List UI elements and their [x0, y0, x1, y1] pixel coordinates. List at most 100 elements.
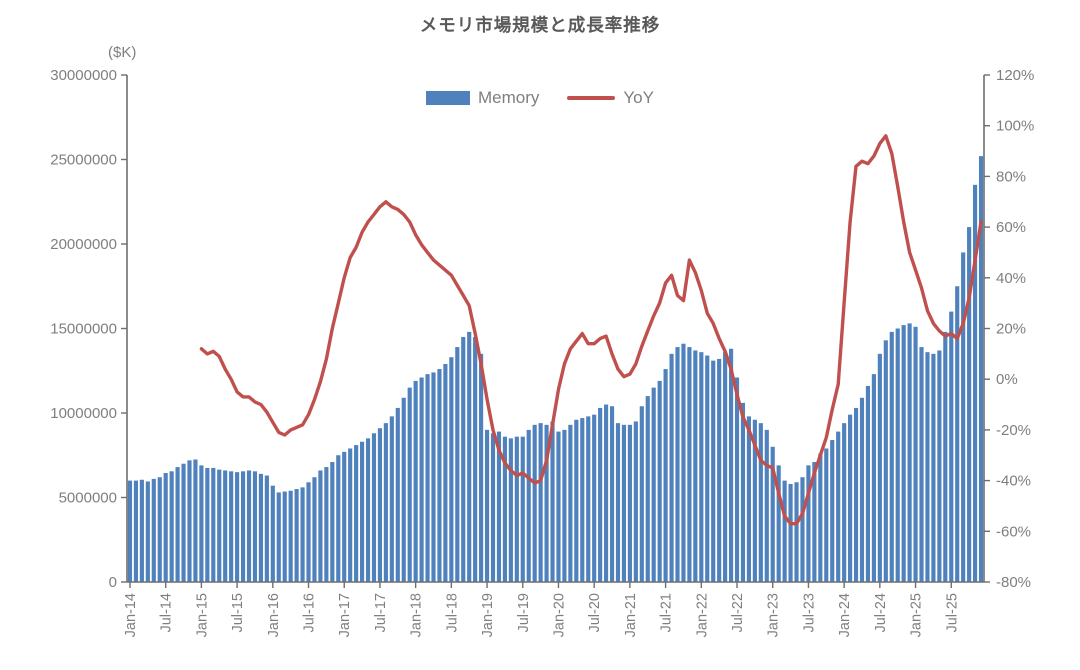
memory-bar	[383, 423, 388, 582]
yoy-legend-label: YoY	[623, 88, 654, 107]
x-axis-tick-label: Jul-19	[516, 593, 532, 633]
right-axis-tick-label: -40%	[996, 473, 1031, 490]
memory-bar	[449, 357, 454, 582]
x-axis-tick-label: Jan-22	[694, 593, 710, 637]
memory-bar	[407, 387, 412, 582]
memory-bar	[217, 469, 222, 582]
memory-bar	[865, 385, 871, 582]
memory-bar	[348, 448, 353, 582]
x-axis-tick-label: Jul-24	[873, 593, 889, 633]
memory-bar	[223, 470, 228, 582]
memory-bar	[723, 352, 728, 582]
memory-bars-series	[127, 156, 984, 582]
right-axis-tick-label: -80%	[996, 574, 1031, 591]
memory-bar	[139, 479, 144, 582]
memory-bar	[621, 424, 627, 582]
memory-bar	[937, 350, 942, 582]
yoy-series-swatch-icon	[567, 95, 616, 101]
memory-bar	[782, 480, 787, 582]
memory-bar	[770, 446, 775, 582]
memory-bar	[889, 331, 894, 582]
memory-bar	[824, 448, 829, 582]
x-axis-tick-label: Jul-22	[730, 593, 746, 633]
memory-bar	[544, 424, 549, 582]
memory-bar	[145, 481, 150, 582]
memory-bar	[693, 350, 698, 582]
memory-bar	[978, 156, 984, 582]
memory-bar	[556, 431, 561, 582]
memory-bar	[931, 353, 936, 582]
memory-bar	[853, 407, 859, 582]
memory-bar	[324, 467, 329, 582]
memory-bar	[568, 424, 573, 582]
memory-bar	[526, 429, 531, 582]
memory-bar	[318, 470, 323, 582]
memory-bar	[306, 482, 311, 582]
x-axis-tick-label: Jul-16	[302, 593, 318, 633]
yoy-line-series	[199, 134, 983, 526]
memory-bar	[467, 331, 472, 582]
memory-bar	[205, 467, 210, 582]
right-axis-tick-label: 120%	[996, 67, 1034, 84]
memory-bar	[592, 414, 597, 582]
memory-bar	[895, 328, 900, 582]
memory-bar	[961, 252, 966, 582]
memory-bar	[943, 331, 948, 582]
memory-bar	[443, 363, 448, 582]
memory-bar	[490, 433, 496, 582]
memory-bar	[342, 451, 347, 582]
memory-series-swatch-icon	[426, 91, 470, 105]
memory-bar	[425, 374, 430, 582]
memory-bar	[627, 424, 632, 582]
memory-bar	[127, 480, 133, 582]
x-axis-tick-label: Jan-25	[909, 593, 925, 637]
x-axis-tick-label: Jan-14	[123, 593, 139, 637]
right-axis-tick-label: -20%	[996, 422, 1031, 439]
memory-bar	[752, 419, 757, 582]
memory-bar	[246, 470, 252, 582]
left-axis-unit-label: ($K)	[108, 44, 137, 61]
memory-bar	[746, 416, 751, 582]
memory-bar	[681, 343, 686, 582]
memory-bar	[169, 471, 174, 582]
memory-bar	[598, 407, 603, 582]
memory-bar	[508, 438, 513, 582]
memory-bar	[925, 352, 930, 582]
left-axis-tick-label: 15000000	[50, 321, 117, 338]
x-axis-tick-label: Jul-25	[944, 593, 960, 633]
memory-bar	[830, 440, 835, 582]
memory-bar	[264, 475, 269, 582]
memory-bar	[842, 423, 847, 582]
right-axis-tick-label: 100%	[996, 118, 1034, 135]
memory-bar	[484, 429, 490, 582]
memory-bar	[151, 478, 156, 582]
memory-bar	[294, 489, 299, 582]
left-axis-tick-label: 20000000	[50, 236, 117, 253]
memory-bar	[276, 492, 281, 582]
right-axis-tick-label: 0%	[996, 371, 1018, 388]
memory-bar	[395, 407, 400, 582]
x-axis-tick-label: Jan-16	[266, 593, 282, 637]
memory-bar	[389, 416, 394, 582]
memory-bar	[883, 340, 888, 582]
memory-bar	[193, 459, 198, 582]
memory-bar	[711, 360, 716, 582]
chart-legend: Memory YoY	[0, 88, 1080, 108]
x-axis-tick-label: Jan-15	[194, 593, 210, 637]
memory-bar	[800, 477, 805, 582]
left-axis-tick-label: 30000000	[50, 67, 117, 84]
memory-bar	[657, 380, 662, 582]
memory-bar	[776, 465, 781, 582]
memory-bar	[806, 465, 811, 582]
memory-bar	[431, 372, 436, 582]
x-axis-tick-label: Jan-24	[837, 593, 853, 637]
memory-bar	[615, 423, 621, 582]
x-axis-tick-label: Jul-21	[659, 593, 675, 633]
memory-bar	[354, 445, 359, 582]
memory-bar	[461, 336, 466, 582]
chart-title: メモリ市場規模と成長率推移	[419, 15, 661, 35]
memory-bar	[669, 353, 674, 582]
memory-bar	[377, 428, 383, 582]
memory-bar	[520, 436, 525, 582]
